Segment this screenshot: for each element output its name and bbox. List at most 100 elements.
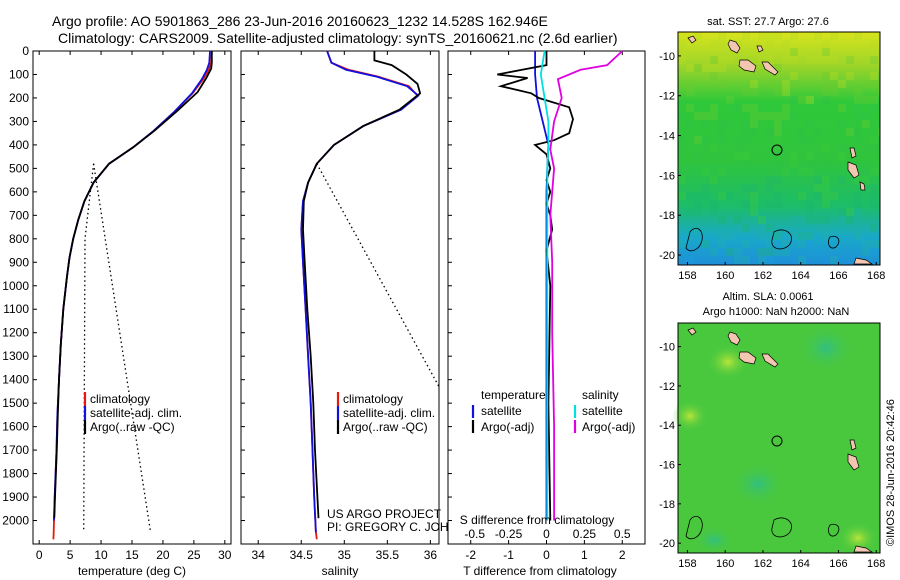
- sst-pixel: [750, 120, 758, 128]
- sst-pixel: [686, 80, 694, 88]
- sst-pixel: [710, 248, 718, 256]
- sst-pixel: [702, 144, 710, 152]
- island-shape: [761, 61, 779, 76]
- sst-pixel: [830, 72, 838, 80]
- sst-pixel: [838, 120, 846, 128]
- island-shape: [738, 59, 757, 73]
- sst-pixel: [742, 120, 750, 128]
- sla-anomaly: [732, 462, 784, 506]
- sst-pixel: [742, 184, 750, 192]
- sla-anomaly: [672, 400, 708, 432]
- sst-pixel: [814, 56, 822, 64]
- sst-pixel: [870, 80, 878, 88]
- sst-pixel: [726, 96, 734, 104]
- sst-pixel: [718, 232, 726, 240]
- sst-pixel: [782, 240, 790, 248]
- sla-contours: [685, 515, 840, 540]
- sst-pixel: [718, 40, 726, 48]
- legend-salinity-header: salinity: [582, 388, 619, 402]
- sst-pixel: [870, 40, 878, 48]
- x-tick-label: 34: [252, 548, 266, 562]
- legend-s-argo: Argo(-adj): [582, 420, 635, 434]
- sst-pixel: [726, 192, 734, 200]
- legend-t-satellite: satellite: [481, 404, 522, 418]
- argo-location-marker: [771, 144, 783, 156]
- sst-pixel: [878, 88, 880, 96]
- sst-pixel: [742, 136, 750, 144]
- y-tick-label: 400: [9, 138, 29, 152]
- sst-pixel: [758, 56, 766, 64]
- sst-pixel: [838, 176, 846, 184]
- lat-tick-label: -20: [659, 250, 675, 262]
- sst-pixel: [774, 64, 782, 72]
- sst-pixel: [878, 240, 880, 248]
- sst-pixel: [702, 136, 710, 144]
- sst-pixel: [878, 144, 880, 152]
- sst-pixel: [798, 136, 806, 144]
- sst-pixel: [742, 128, 750, 136]
- x-tick-label: 1: [581, 548, 588, 562]
- sst-pixel: [742, 152, 750, 160]
- series-line: [53, 51, 213, 519]
- difference-legend: temperature salinity satellite Argo(-adj…: [471, 388, 635, 434]
- sst-pixel: [710, 208, 718, 216]
- y-tick-label: 100: [9, 67, 29, 81]
- sla-map: Altim. SLA: 0.0061 Argo h1000: NaN h2000…: [659, 291, 885, 570]
- sst-pixel: [846, 72, 854, 80]
- sst-pixel: [798, 128, 806, 136]
- x-tick-label: 34.5: [290, 548, 314, 562]
- sst-pixel: [766, 240, 774, 248]
- legend-climatology: climatology: [343, 392, 403, 406]
- sst-pixel: [822, 88, 830, 96]
- sst-pixel: [846, 128, 854, 136]
- sst-pixel: [678, 240, 686, 248]
- sst-pixel: [838, 80, 846, 88]
- sst-pixel: [870, 224, 878, 232]
- sst-pixel: [766, 184, 774, 192]
- sst-pixel: [750, 128, 758, 136]
- sst-pixel: [790, 32, 798, 40]
- sst-pixel: [798, 96, 806, 104]
- sla-frame: [677, 322, 881, 554]
- sst-pixel: [734, 152, 742, 160]
- sst-pixel: [878, 160, 880, 168]
- lon-tick-label: 168: [867, 270, 885, 282]
- sst-pixel: [774, 136, 782, 144]
- island-shape: [849, 439, 857, 451]
- sst-field: [678, 32, 880, 265]
- y-tick-label: 300: [9, 114, 29, 128]
- sst-pixel: [678, 56, 686, 64]
- lat-tick-label: -10: [659, 342, 675, 354]
- sst-pixel: [718, 216, 726, 224]
- sst-pixel: [766, 112, 774, 120]
- island-shape: [687, 35, 697, 44]
- island-shape: [847, 453, 860, 471]
- sst-pixel: [870, 248, 878, 256]
- sst-pixel: [726, 120, 734, 128]
- sst-pixel: [678, 80, 686, 88]
- sst-pixel: [758, 248, 766, 256]
- sst-pixel: [694, 200, 702, 208]
- sst-pixel: [742, 256, 750, 264]
- sst-pixel: [702, 168, 710, 176]
- sst-pixel: [766, 48, 774, 56]
- temperature-axes-box: [32, 50, 232, 545]
- sst-pixel: [870, 136, 878, 144]
- sst-pixel: [678, 144, 686, 152]
- sst-pixel: [758, 112, 766, 120]
- sst-pixel: [814, 128, 822, 136]
- sst-pixel: [702, 112, 710, 120]
- sst-pixel: [806, 208, 814, 216]
- sst-pixel: [782, 112, 790, 120]
- sst-pixel: [734, 256, 742, 264]
- sst-pixel: [750, 88, 758, 96]
- temperature-xlabel: temperature (deg C): [78, 564, 186, 578]
- sst-pixel: [862, 48, 870, 56]
- x-tick-label: 20: [156, 548, 170, 562]
- legend-s-satellite: satellite: [582, 404, 623, 418]
- sst-pixel: [694, 208, 702, 216]
- lat-tick-label: -18: [659, 499, 675, 511]
- sst-pixel: [766, 40, 774, 48]
- y-tick-label: 2000: [2, 514, 29, 528]
- sst-pixel: [678, 136, 686, 144]
